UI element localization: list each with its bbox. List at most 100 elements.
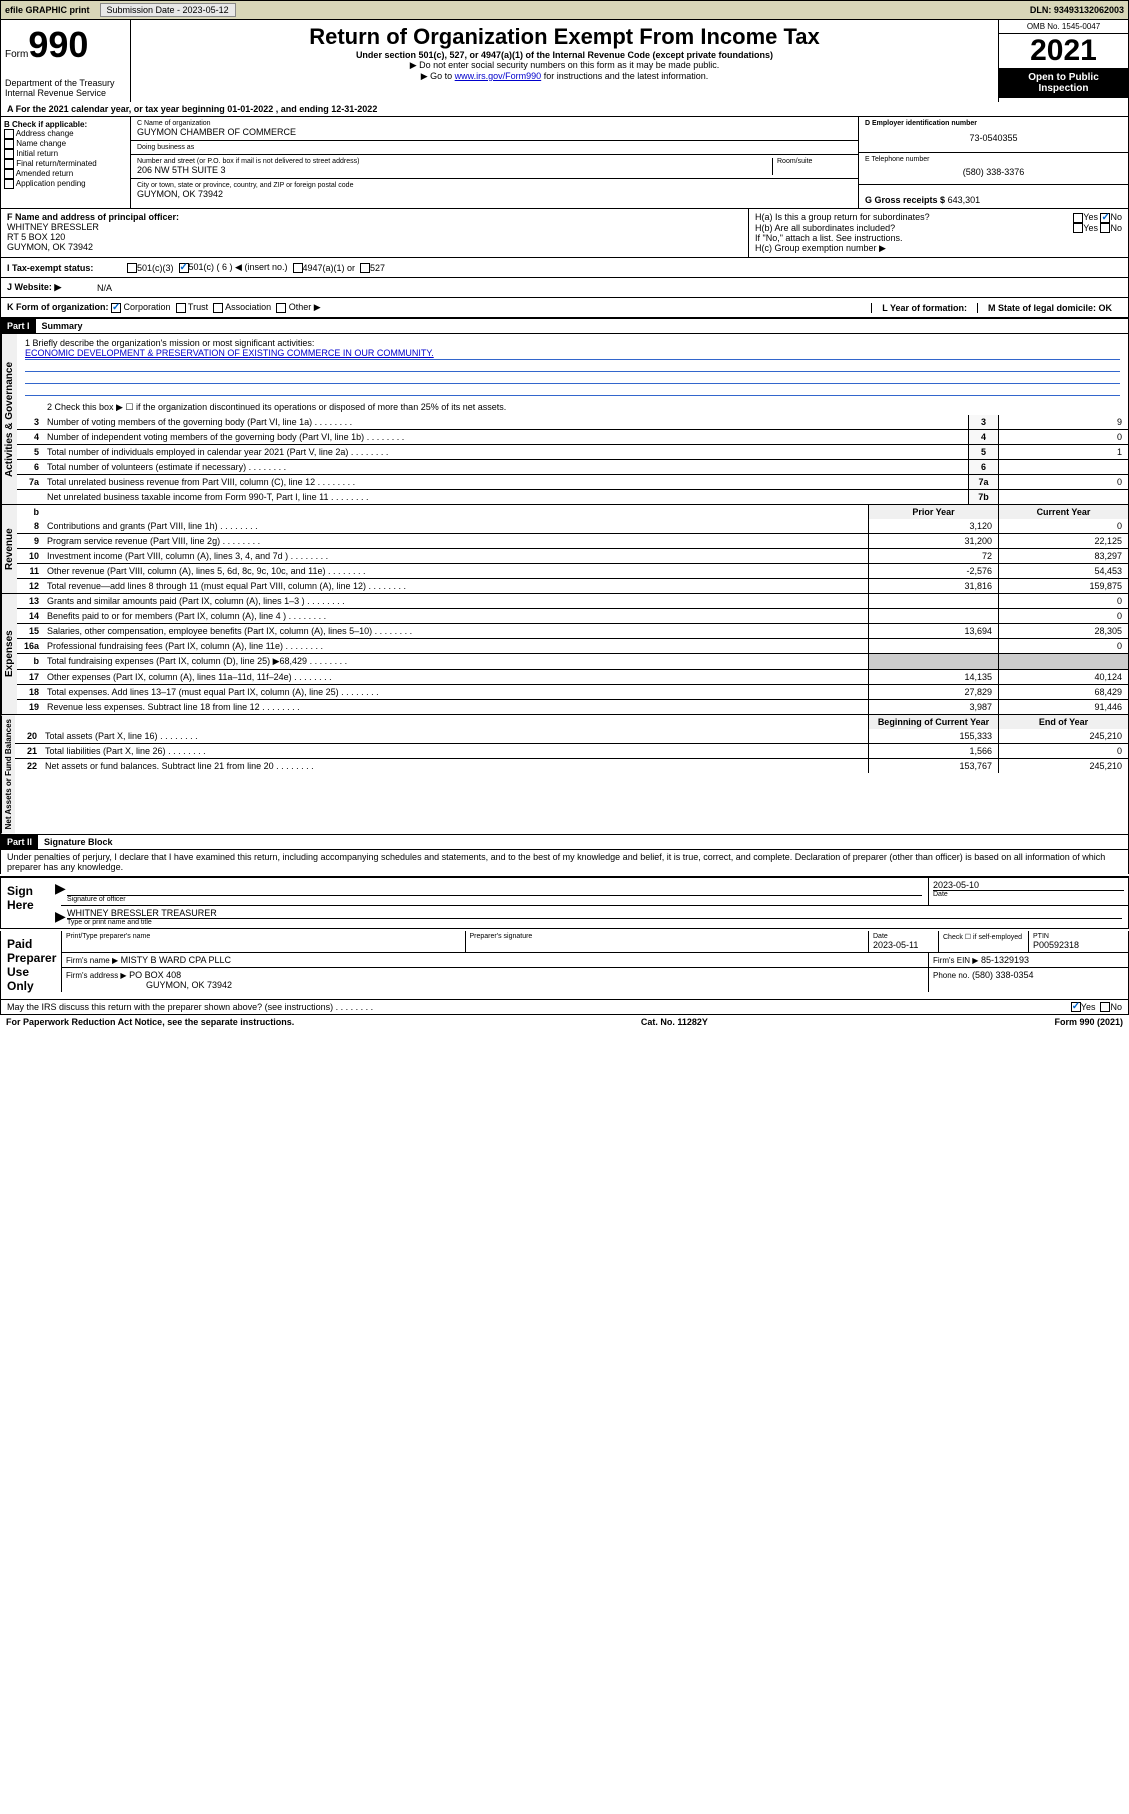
- cb-other[interactable]: [276, 303, 286, 313]
- prior-value: [868, 594, 998, 608]
- cb-application[interactable]: Application pending: [4, 179, 127, 189]
- cb-discuss-yes[interactable]: [1071, 1002, 1081, 1012]
- officer-addr2: GUYMON, OK 73942: [7, 242, 742, 252]
- current-value: 0: [998, 519, 1128, 533]
- cb-4947[interactable]: [293, 263, 303, 273]
- row-desc: Total number of volunteers (estimate if …: [43, 460, 968, 474]
- prior-value: 1,566: [868, 744, 998, 758]
- prep-sig-label: Preparer's signature: [470, 933, 865, 940]
- row-desc: Other expenses (Part IX, column (A), lin…: [43, 670, 868, 684]
- note-post: for instructions and the latest informat…: [541, 71, 708, 81]
- b-label: b: [17, 505, 43, 519]
- cb-501c3[interactable]: [127, 263, 137, 273]
- cb-amended[interactable]: Amended return: [4, 169, 127, 179]
- current-value: 83,297: [998, 549, 1128, 563]
- footer-left: For Paperwork Reduction Act Notice, see …: [6, 1017, 294, 1027]
- department-label: Department of the Treasury Internal Reve…: [5, 66, 126, 98]
- summary-row: 6 Total number of volunteers (estimate i…: [17, 459, 1128, 474]
- row-num: 15: [17, 624, 43, 638]
- b-label: B Check if applicable:: [4, 120, 127, 129]
- ptin-label: PTIN: [1033, 933, 1124, 940]
- row-box: 5: [968, 445, 998, 459]
- current-value: 40,124: [998, 670, 1128, 684]
- part2-badge: Part II: [1, 835, 38, 849]
- m-label: M State of legal domicile: OK: [988, 303, 1112, 313]
- row-value: 9: [998, 415, 1128, 429]
- row-desc: Total fundraising expenses (Part IX, col…: [43, 654, 868, 669]
- summary-row: 22 Net assets or fund balances. Subtract…: [15, 758, 1128, 773]
- l-label: L Year of formation:: [882, 303, 967, 313]
- cb-label: Initial return: [16, 149, 58, 158]
- submission-date-button[interactable]: Submission Date - 2023-05-12: [100, 3, 236, 17]
- discuss-row: May the IRS discuss this return with the…: [0, 1000, 1129, 1015]
- no-label: No: [1110, 223, 1122, 233]
- row-num: 17: [17, 670, 43, 684]
- irs-link[interactable]: www.irs.gov/Form990: [455, 71, 542, 81]
- cb-address-change[interactable]: Address change: [4, 129, 127, 139]
- row-desc: Benefits paid to or for members (Part IX…: [43, 609, 868, 623]
- prior-value: 3,120: [868, 519, 998, 533]
- row-desc: Investment income (Part VIII, column (A)…: [43, 549, 868, 563]
- cb-final-return[interactable]: Final return/terminated: [4, 159, 127, 169]
- efile-label: efile GRAPHIC print: [5, 5, 90, 15]
- officer-name-value: WHITNEY BRESSLER TREASURER: [67, 908, 217, 918]
- summary-row: 20 Total assets (Part X, line 16) 155,33…: [15, 729, 1128, 743]
- cb-assoc[interactable]: [213, 303, 223, 313]
- discuss-text: May the IRS discuss this return with the…: [7, 1002, 1071, 1012]
- form-prefix: Form: [5, 49, 28, 60]
- cb-trust[interactable]: [176, 303, 186, 313]
- row-num: 6: [17, 460, 43, 474]
- firm-addr-label: Firm's address ▶: [66, 971, 127, 980]
- cb-initial-return[interactable]: Initial return: [4, 149, 127, 159]
- prior-value: 13,694: [868, 624, 998, 638]
- paid-prep-label: Paid Preparer Use Only: [1, 931, 61, 999]
- cb-discuss-no[interactable]: [1100, 1002, 1110, 1012]
- current-value: 245,210: [998, 729, 1128, 743]
- cb-corp[interactable]: [111, 303, 121, 313]
- firm-phone: (580) 338-0354: [972, 970, 1034, 980]
- cb-label: Name change: [16, 139, 66, 148]
- ha-label: H(a) Is this a group return for subordin…: [755, 212, 930, 223]
- cb-501c[interactable]: [179, 263, 189, 273]
- row-num: 20: [15, 729, 41, 743]
- top-bar: efile GRAPHIC print Submission Date - 20…: [0, 0, 1129, 20]
- cb-527[interactable]: [360, 263, 370, 273]
- row-desc: Total assets (Part X, line 16): [41, 729, 868, 743]
- end-year-header: End of Year: [998, 715, 1128, 729]
- summary-row: 4 Number of independent voting members o…: [17, 429, 1128, 444]
- firm-ein: 85-1329193: [981, 955, 1029, 965]
- row-num: 8: [17, 519, 43, 533]
- summary-row: 11 Other revenue (Part VIII, column (A),…: [17, 563, 1128, 578]
- prep-name-label: Print/Type preparer's name: [66, 933, 461, 940]
- part1-title: Summary: [36, 319, 89, 333]
- sign-here-section: Sign Here ▶ Signature of officer 2023-05…: [0, 876, 1129, 929]
- row-desc: Salaries, other compensation, employee b…: [43, 624, 868, 638]
- row-num: 19: [17, 700, 43, 714]
- j-label: J Website: ▶: [7, 282, 97, 293]
- expenses-section: Expenses 13 Grants and similar amounts p…: [0, 594, 1129, 715]
- date-label: Date: [933, 890, 1124, 898]
- cb-name-change[interactable]: Name change: [4, 139, 127, 149]
- row-desc: Total expenses. Add lines 13–17 (must eq…: [43, 685, 868, 699]
- ein-label: D Employer identification number: [865, 120, 1122, 127]
- ein-box: D Employer identification number 73-0540…: [859, 117, 1128, 153]
- firm-name-label: Firm's name ▶: [66, 956, 118, 965]
- prior-value: 14,135: [868, 670, 998, 684]
- prior-value: 155,333: [868, 729, 998, 743]
- current-value: 54,453: [998, 564, 1128, 578]
- group-return: H(a) Is this a group return for subordin…: [748, 209, 1128, 257]
- row-num: b: [17, 654, 43, 669]
- officer-name-label: Type or print name and title: [67, 919, 1122, 926]
- col-d-ein: D Employer identification number 73-0540…: [858, 117, 1128, 208]
- row-box: 6: [968, 460, 998, 474]
- activities-gov-section: Activities & Governance 1 Briefly descri…: [0, 334, 1129, 505]
- current-value: 245,210: [998, 759, 1128, 773]
- city-label: City or town, state or province, country…: [137, 182, 852, 189]
- row-desc: Total liabilities (Part X, line 26): [41, 744, 868, 758]
- summary-row: 18 Total expenses. Add lines 13–17 (must…: [17, 684, 1128, 699]
- form-number-block: Form990 Department of the Treasury Inter…: [1, 20, 131, 102]
- firm-phone-label: Phone no.: [933, 971, 969, 980]
- mission-blank-2: [25, 372, 1120, 384]
- officer-name: WHITNEY BRESSLER: [7, 222, 742, 232]
- prior-value: [868, 654, 998, 669]
